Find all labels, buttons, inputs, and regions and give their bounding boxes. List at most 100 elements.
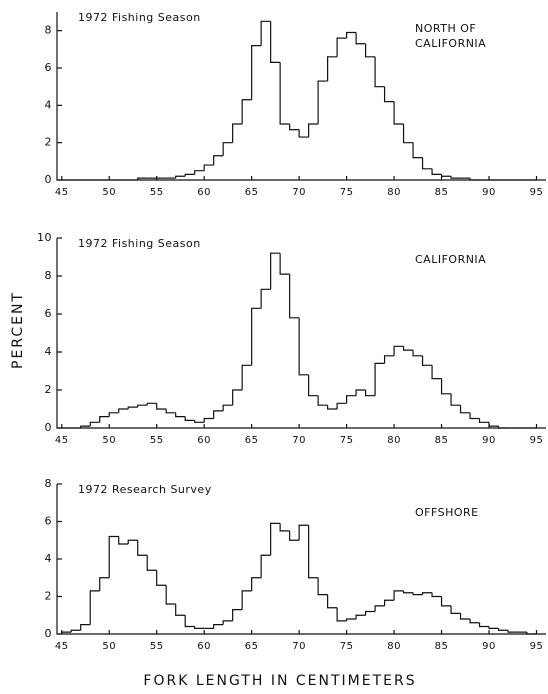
- histogram-bar: [421, 592, 433, 595]
- x-tick-label: 90: [482, 187, 496, 198]
- histogram-bar: [99, 577, 110, 591]
- histogram-bar: [364, 610, 376, 616]
- histogram-bar: [440, 378, 452, 395]
- y-tick-label: 2: [45, 383, 53, 396]
- histogram-bar: [222, 404, 233, 411]
- histogram-bar: [137, 404, 148, 408]
- y-tick-label: 4: [45, 552, 53, 565]
- y-tick-label: 6: [45, 61, 53, 74]
- y-tick-label: 2: [45, 590, 53, 603]
- histogram-bar: [497, 628, 509, 631]
- histogram-bar: [374, 605, 385, 612]
- histogram-bar: [421, 355, 433, 366]
- histogram-bar: [232, 609, 243, 621]
- histogram-bar: [260, 288, 271, 309]
- x-tick-label: 85: [435, 435, 449, 446]
- histogram-bar: [488, 422, 499, 427]
- histogram-bar: [194, 626, 205, 629]
- x-tick-label: 85: [435, 187, 449, 198]
- histogram-bar: [184, 173, 195, 177]
- histogram-bar: [203, 417, 214, 423]
- x-tick-label: 95: [530, 641, 544, 652]
- histogram-bar: [336, 402, 347, 409]
- histogram-bar: [336, 37, 347, 57]
- histogram-bar: [488, 626, 499, 629]
- histogram-bar: [175, 604, 186, 616]
- histogram-bar: [279, 523, 290, 532]
- panel-annotation: CALIFORNIA: [415, 253, 486, 266]
- histogram-bar: [450, 393, 461, 406]
- histogram-bar: [289, 124, 300, 131]
- histogram-bar: [393, 590, 404, 601]
- y-tick-label: 6: [45, 515, 53, 528]
- histogram-bar: [346, 618, 357, 621]
- histogram-bar: [270, 252, 281, 290]
- histogram-bar: [222, 620, 233, 625]
- histogram-bar: [156, 570, 167, 586]
- histogram-bar: [317, 80, 328, 124]
- histogram-bar: [412, 142, 423, 159]
- histogram-bar: [412, 592, 423, 596]
- panel-annotation: CALIFORNIA: [415, 37, 486, 50]
- x-tick-label: 50: [102, 187, 116, 198]
- histogram-bar: [222, 142, 233, 156]
- histogram-bar: [469, 619, 480, 624]
- panel-annotation: OFFSHORE: [415, 506, 479, 519]
- histogram-bar: [497, 426, 509, 429]
- x-tick-label: 60: [197, 187, 211, 198]
- histogram-bar: [402, 346, 414, 351]
- histogram-bar: [355, 32, 366, 45]
- y-tick-label: 2: [45, 136, 53, 149]
- x-tick-label: 80: [387, 641, 401, 652]
- histogram-bar: [440, 174, 452, 177]
- histogram-bar: [383, 86, 395, 103]
- histogram-bar: [308, 123, 319, 138]
- histogram-bar: [469, 412, 480, 420]
- x-tick-label: 90: [482, 641, 496, 652]
- histogram-bar: [146, 555, 157, 571]
- histogram-bar: [137, 540, 148, 556]
- x-tick-label: 55: [150, 187, 164, 198]
- histogram-bar: [108, 412, 119, 417]
- histogram-bar: [402, 590, 414, 594]
- histogram-bar: [80, 425, 91, 428]
- histogram-bar: [364, 43, 376, 58]
- x-tick-label: 65: [245, 187, 259, 198]
- histogram-bar: [450, 176, 461, 179]
- histogram-bar: [450, 605, 461, 614]
- x-tick-label: 75: [340, 641, 354, 652]
- x-tick-label: 55: [150, 641, 164, 652]
- histogram-bar: [355, 389, 366, 396]
- histogram-bar: [478, 622, 490, 628]
- histogram-bar: [279, 62, 290, 125]
- histogram-bar: [146, 402, 157, 406]
- y-tick-label: 8: [45, 24, 53, 37]
- histogram-bar: [61, 631, 72, 634]
- histogram-bar: [89, 590, 100, 625]
- histogram-bar: [232, 389, 243, 406]
- x-tick-label: 75: [340, 435, 354, 446]
- histogram-bar: [241, 590, 252, 610]
- histogram-bar: [260, 554, 271, 578]
- histogram-bar: [459, 405, 471, 414]
- histogram-bar: [108, 535, 119, 578]
- histogram-bar: [165, 409, 176, 414]
- panel-title: 1972 Research Survey: [78, 483, 212, 496]
- histogram-bar: [298, 129, 309, 138]
- histogram-bar: [203, 164, 214, 171]
- histogram-bar: [327, 405, 338, 410]
- histogram-bar: [364, 390, 376, 397]
- y-tick-label: 8: [45, 269, 53, 282]
- y-tick-label: 8: [45, 477, 53, 490]
- histogram-bar: [393, 345, 404, 356]
- histogram-bar: [317, 577, 328, 596]
- panel-title: 1972 Fishing Season: [78, 11, 201, 24]
- histogram-bar: [232, 123, 243, 143]
- histogram-bar: [336, 607, 347, 622]
- histogram-bar: [327, 56, 338, 82]
- y-axis-label: PERCENT: [10, 291, 26, 369]
- histogram-bar: [213, 410, 224, 419]
- x-tick-label: 65: [245, 641, 259, 652]
- histogram-bar: [194, 170, 205, 175]
- x-tick-label: 85: [435, 641, 449, 652]
